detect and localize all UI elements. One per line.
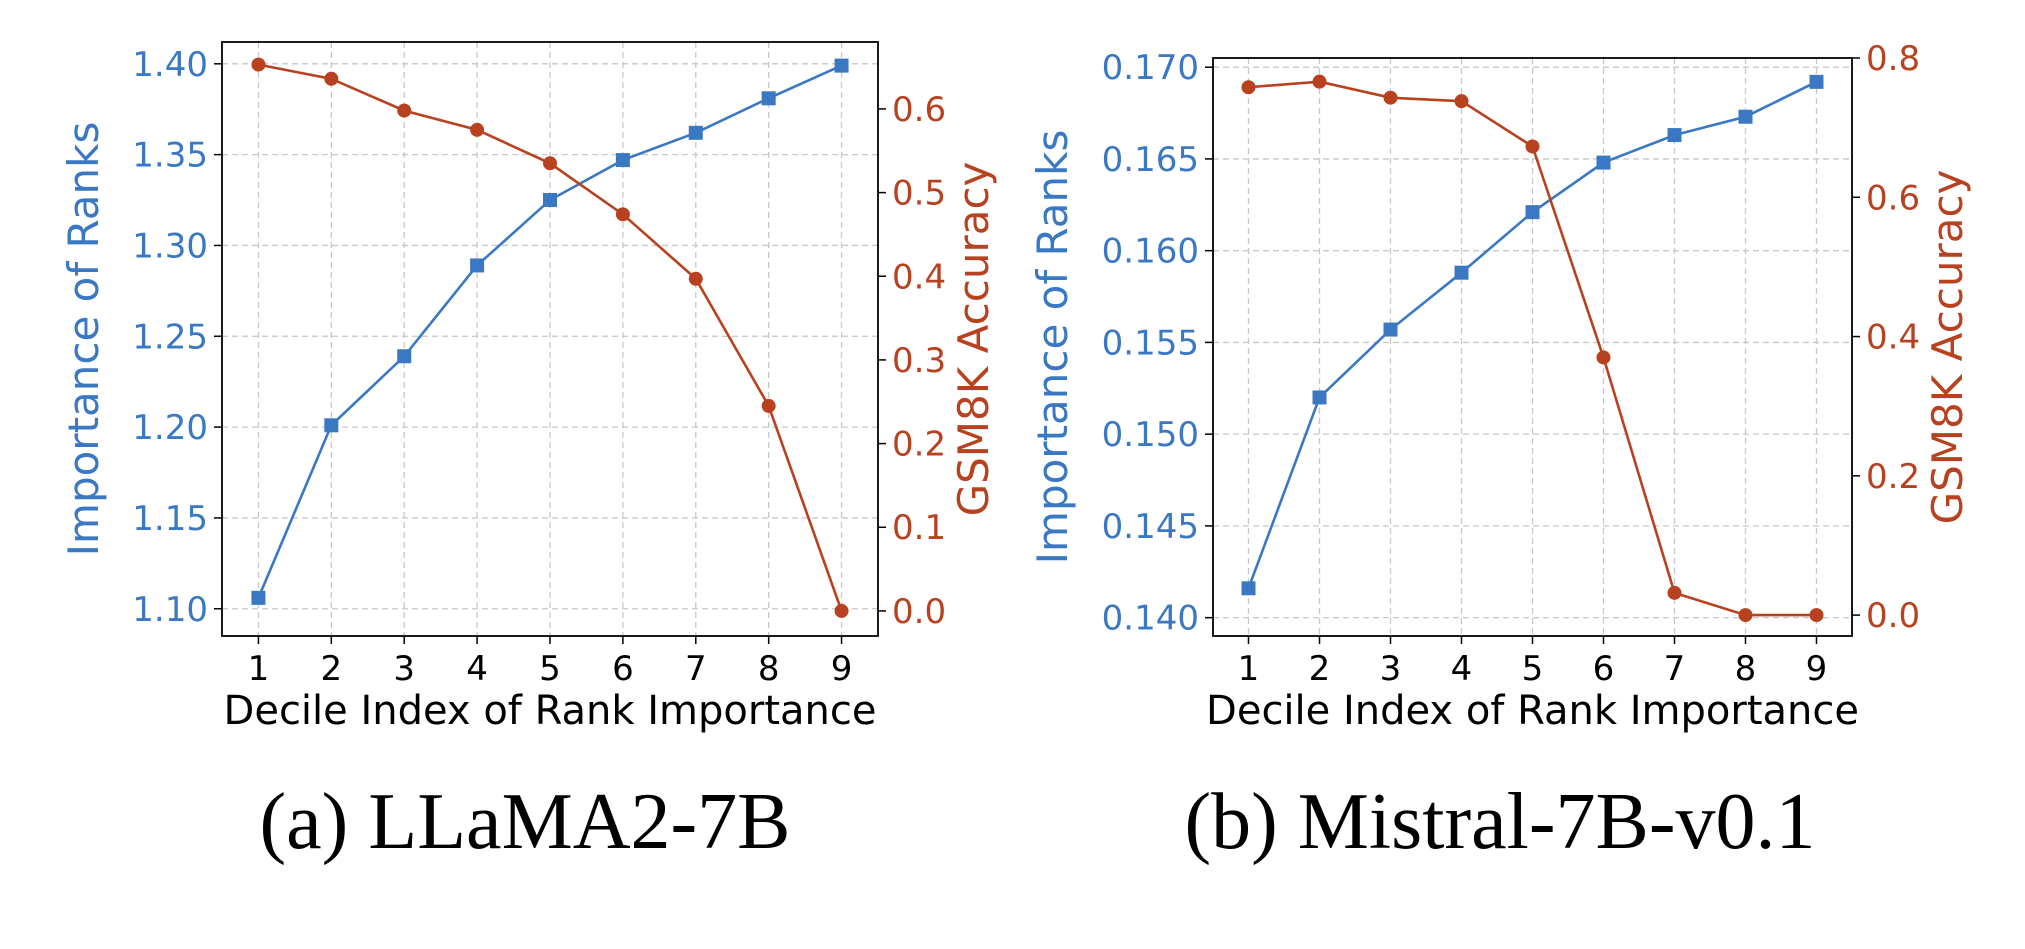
y-right-tick-label: 0.5: [892, 174, 946, 214]
y-right-tick-label: 0.0: [892, 592, 946, 632]
x-axis-label: Decile Index of Rank Importance: [224, 688, 877, 734]
plot-frame: [221, 41, 879, 637]
data-point-square: [615, 153, 630, 168]
panel-mistral-7b: 1 2 3 4 5 6 7 8 9 0.140 0.145 0.150 0.155 0.160 0.165 0…: [1028, 39, 1972, 734]
x-axis-label: Decile Index of Rank Importance: [1206, 688, 1859, 734]
data-point-square: [251, 590, 266, 605]
x-tick-label: 4: [1451, 649, 1473, 689]
data-point-square: [324, 418, 339, 433]
data-point-circle: [1383, 90, 1398, 105]
x-tick-label: 7: [1664, 649, 1686, 689]
y-right-axis-label: GSM8K Accuracy: [1923, 170, 1972, 525]
y-left-tick-label: 0.170: [1102, 48, 1199, 88]
y-left-axis-label: Importance of Ranks: [1028, 130, 1077, 565]
data-point-square: [1383, 322, 1398, 337]
x-tick-label: 8: [1735, 649, 1757, 689]
caption-llama2-7b: (a) LLaMA2-7B: [260, 778, 791, 866]
data-point-circle: [324, 71, 339, 86]
data-point-square: [1596, 155, 1611, 170]
data-point-circle: [397, 103, 412, 118]
data-point-square: [1312, 390, 1327, 405]
data-point-circle: [834, 603, 849, 618]
data-point-square: [1241, 581, 1256, 596]
y-right-tick-label: 0.8: [1866, 39, 1920, 79]
y-left-tick-label: 0.140: [1102, 599, 1199, 639]
x-tick-label: 5: [539, 649, 561, 689]
y-left-tick-label: 0.160: [1102, 232, 1199, 272]
y-right-tick-label: 0.4: [892, 257, 946, 297]
data-point-square: [1738, 109, 1753, 124]
y-right-tick-label: 0.6: [892, 90, 946, 130]
data-point-circle: [615, 207, 630, 222]
x-tick-label: 3: [393, 649, 415, 689]
x-tick-label: 3: [1380, 649, 1402, 689]
y-left-tick-label: 1.30: [132, 226, 208, 266]
x-tick-label: 5: [1522, 649, 1544, 689]
y-left-tick-label: 1.35: [132, 136, 208, 176]
x-tick-label: 6: [612, 649, 634, 689]
data-point-square: [470, 258, 485, 273]
y-right-tick-label: 0.3: [892, 341, 946, 381]
y-right-tick-label: 0.2: [892, 425, 946, 465]
data-point-circle: [1241, 80, 1256, 95]
data-point-square: [688, 125, 703, 140]
data-point-square: [1809, 74, 1824, 89]
data-point-square: [397, 349, 412, 364]
data-point-square: [543, 193, 557, 208]
y-left-tick-label: 0.145: [1102, 507, 1199, 547]
data-point-circle: [1667, 585, 1682, 600]
x-tick-label: 2: [321, 649, 343, 689]
y-right-tick-label: 0.2: [1866, 457, 1920, 497]
data-point-circle: [1596, 350, 1611, 365]
y-left-tick-label: 1.20: [132, 408, 208, 448]
x-tick-label: 7: [685, 649, 707, 689]
data-point-square: [834, 58, 849, 73]
y-left-tick-label: 1.40: [132, 45, 208, 85]
y-right-axis-label: GSM8K Accuracy: [949, 162, 998, 517]
data-point-circle: [1454, 94, 1469, 109]
y-left-tick-label: 1.15: [132, 499, 208, 539]
x-tick-label: 1: [248, 649, 270, 689]
x-tick-label: 4: [466, 649, 488, 689]
data-point-circle: [251, 57, 266, 72]
data-point-circle: [543, 156, 557, 171]
data-point-square: [761, 91, 776, 106]
y-left-tick-label: 0.165: [1102, 140, 1199, 180]
x-tick-label: 8: [758, 649, 780, 689]
y-right-tick-label: 0.6: [1866, 178, 1920, 218]
y-left-tick-label: 0.155: [1102, 323, 1199, 363]
x-tick-label: 1: [1238, 649, 1260, 689]
caption-mistral-7b: (b) Mistral-7B-v0.1: [1184, 778, 1815, 866]
data-point-circle: [1525, 139, 1540, 154]
data-point-square: [1667, 128, 1682, 143]
x-tick-label: 2: [1309, 649, 1331, 689]
plot-frame: [1212, 57, 1853, 637]
data-point-circle: [1312, 74, 1327, 89]
y-left-axis-label: Importance of Ranks: [59, 122, 108, 557]
y-right-tick-label: 0.1: [892, 508, 946, 548]
data-point-circle: [1809, 608, 1824, 623]
panel-llama2-7b: 1 2 3 4 5 6 7 8 9 1.10 1.15 1.20 1.25 1.30 1.35 1.40 0.0…: [59, 41, 998, 734]
data-point-circle: [1738, 608, 1753, 623]
data-point-circle: [688, 271, 703, 286]
y-right-tick-label: 0.0: [1866, 596, 1920, 636]
data-point-square: [1454, 265, 1469, 280]
y-right-tick-label: 0.4: [1866, 318, 1920, 358]
x-tick-label: 9: [831, 649, 853, 689]
y-left-tick-label: 1.10: [132, 590, 208, 630]
x-tick-label: 6: [1593, 649, 1615, 689]
y-left-tick-label: 1.25: [132, 317, 208, 357]
data-point-circle: [470, 122, 485, 137]
data-point-circle: [761, 398, 776, 413]
data-point-square: [1525, 205, 1540, 220]
x-tick-label: 9: [1806, 649, 1828, 689]
y-left-tick-label: 0.150: [1102, 415, 1199, 455]
